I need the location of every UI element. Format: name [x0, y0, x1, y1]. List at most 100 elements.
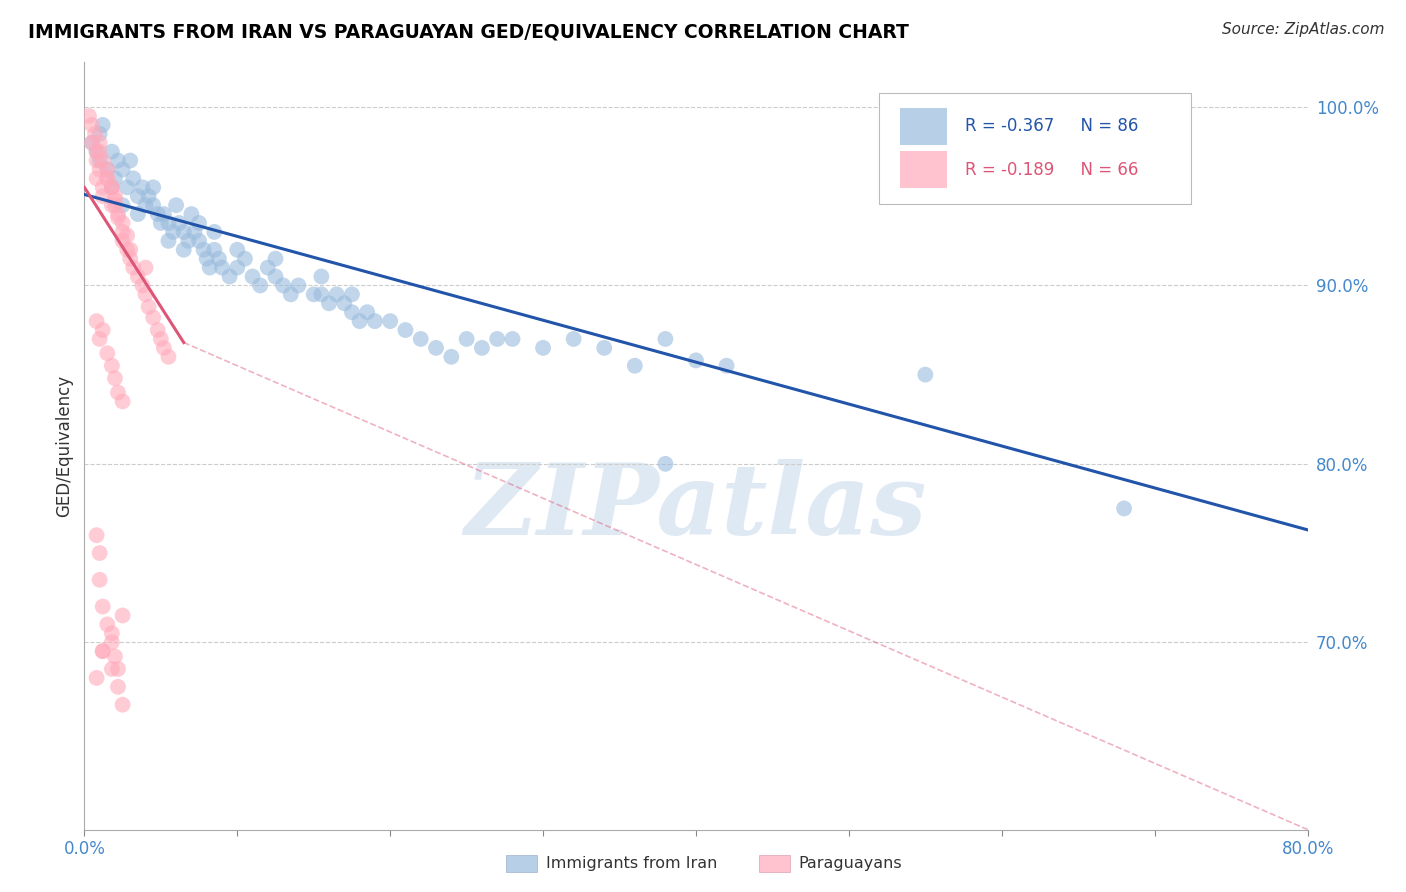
Point	[135, 260, 157, 275]
Text: Source: ZipAtlas.com: Source: ZipAtlas.com	[1222, 22, 1385, 37]
Point	[107, 662, 129, 676]
Point	[183, 225, 205, 239]
Point	[188, 216, 211, 230]
Point	[107, 211, 129, 225]
Point	[101, 626, 124, 640]
Point	[146, 323, 169, 337]
Point	[264, 269, 287, 284]
Point	[111, 225, 134, 239]
Point	[394, 323, 416, 337]
Point	[180, 207, 202, 221]
Point	[77, 109, 100, 123]
Point	[96, 162, 118, 177]
Point	[162, 225, 184, 239]
Point	[914, 368, 936, 382]
Point	[1114, 501, 1136, 516]
Point	[593, 341, 616, 355]
Point	[86, 145, 108, 159]
Point	[80, 118, 103, 132]
Point	[440, 350, 463, 364]
Text: R = -0.189     N = 66: R = -0.189 N = 66	[965, 161, 1139, 178]
Point	[302, 287, 325, 301]
Point	[138, 189, 160, 203]
Point	[107, 153, 129, 168]
Bar	[900, 152, 946, 188]
Text: R = -0.367     N = 86: R = -0.367 N = 86	[965, 117, 1139, 135]
Point	[111, 216, 134, 230]
Point	[89, 145, 111, 159]
Point	[96, 617, 118, 632]
Point	[91, 189, 114, 203]
Point	[104, 171, 127, 186]
Point	[89, 136, 111, 150]
Point	[349, 314, 371, 328]
Point	[146, 207, 169, 221]
Point	[135, 287, 157, 301]
Point	[173, 243, 195, 257]
Point	[165, 198, 187, 212]
Point	[149, 216, 172, 230]
Point	[157, 216, 180, 230]
Point	[96, 162, 118, 177]
Point	[318, 296, 340, 310]
Point	[96, 346, 118, 360]
Point	[101, 145, 124, 159]
Point	[340, 287, 363, 301]
Point	[111, 394, 134, 409]
Point	[153, 207, 176, 221]
Point	[142, 180, 165, 194]
Point	[86, 145, 108, 159]
Point	[120, 153, 142, 168]
Point	[198, 260, 221, 275]
Point	[264, 252, 287, 266]
Point	[91, 323, 114, 337]
Point	[91, 599, 114, 614]
Point	[91, 118, 114, 132]
Point	[104, 189, 127, 203]
Point	[91, 644, 114, 658]
Point	[91, 644, 114, 658]
Point	[91, 153, 114, 168]
Point	[311, 287, 333, 301]
Point	[89, 546, 111, 560]
Point	[127, 189, 149, 203]
Point	[86, 153, 108, 168]
Point	[249, 278, 271, 293]
Point	[195, 252, 218, 266]
Point	[364, 314, 387, 328]
Point	[562, 332, 585, 346]
Point	[153, 341, 176, 355]
Point	[456, 332, 478, 346]
Point	[138, 300, 160, 314]
Point	[257, 260, 280, 275]
Point	[84, 127, 107, 141]
Point	[89, 332, 111, 346]
Text: ZIPatlas: ZIPatlas	[465, 459, 927, 556]
Y-axis label: GED/Equivalency: GED/Equivalency	[55, 375, 73, 517]
Point	[654, 457, 676, 471]
Point	[157, 350, 180, 364]
Point	[120, 243, 142, 257]
Point	[101, 180, 124, 194]
Point	[409, 332, 432, 346]
Text: Paraguayans: Paraguayans	[799, 856, 903, 871]
Point	[211, 260, 233, 275]
Point	[111, 198, 134, 212]
Point	[226, 243, 249, 257]
Bar	[900, 108, 946, 145]
Point	[104, 198, 127, 212]
Point	[101, 635, 124, 649]
Point	[471, 341, 494, 355]
Point	[111, 608, 134, 623]
Point	[101, 359, 124, 373]
Point	[127, 269, 149, 284]
Point	[80, 136, 103, 150]
Point	[242, 269, 264, 284]
Point	[333, 296, 356, 310]
Point	[425, 341, 447, 355]
Point	[531, 341, 554, 355]
Point	[86, 671, 108, 685]
Point	[380, 314, 402, 328]
Text: Immigrants from Iran: Immigrants from Iran	[546, 856, 717, 871]
Point	[122, 260, 145, 275]
